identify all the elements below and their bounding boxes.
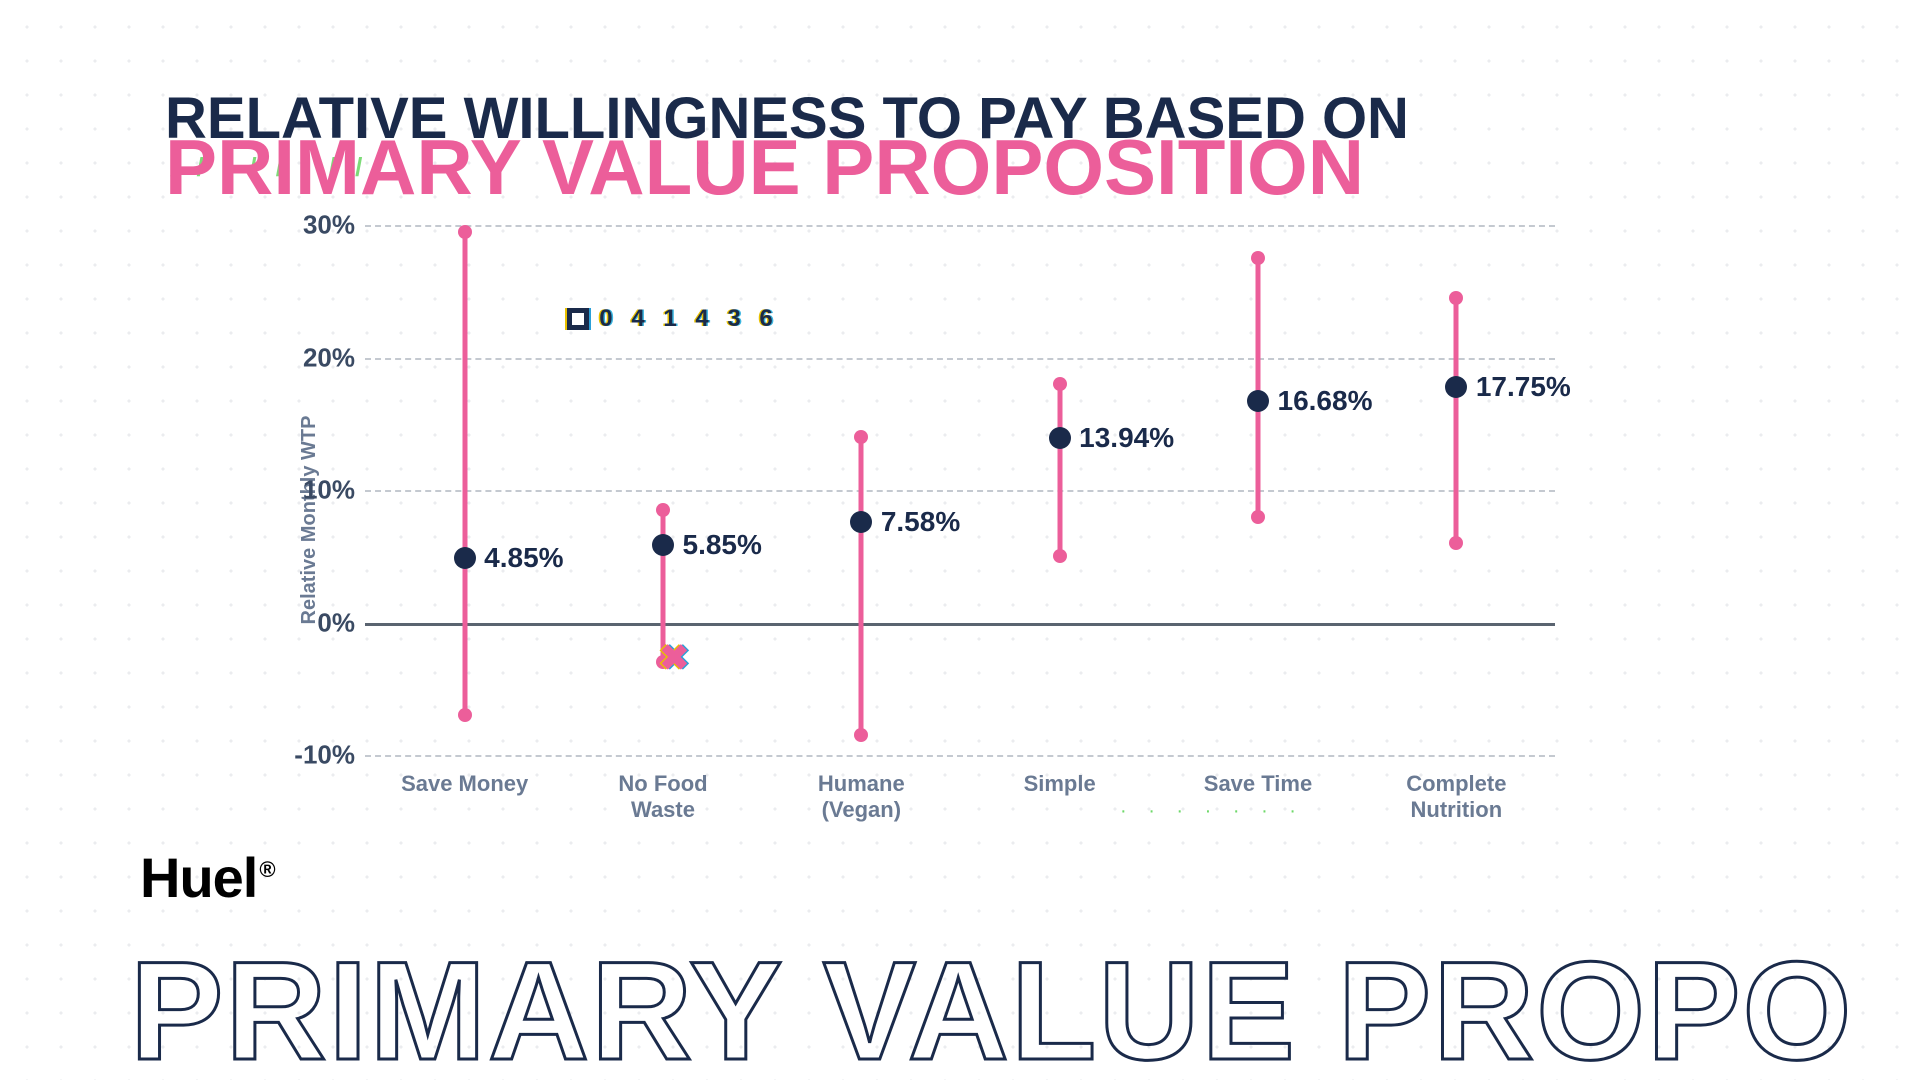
range-line xyxy=(462,232,467,716)
slide-title: RELATIVE WILLINGNESS TO PAY BASED ON PRI… xyxy=(165,90,1409,200)
gridline xyxy=(365,490,1555,492)
legend-square-icon xyxy=(567,308,589,330)
outline-title: PRIMARY VALUE PROPO xyxy=(130,930,1853,1092)
value-label: 16.68% xyxy=(1278,385,1373,417)
y-tick-label: 0% xyxy=(265,607,355,638)
value-label: 5.85% xyxy=(683,529,762,561)
brand-logo: Huel® xyxy=(140,845,275,910)
y-axis-label: Relative Monthly WTP xyxy=(298,416,321,625)
title-line-2: PRIMARY VALUE PROPOSITION xyxy=(165,136,1409,200)
series: 17.75%CompleteNutrition xyxy=(1456,225,1457,755)
range-end-dot xyxy=(1251,510,1265,524)
value-dot xyxy=(454,547,476,569)
value-label: 17.75% xyxy=(1476,371,1571,403)
range-end-dot xyxy=(458,225,472,239)
range-line xyxy=(1057,384,1062,556)
logo-text: Huel xyxy=(140,846,257,909)
value-label: 7.58% xyxy=(881,506,960,538)
series: 16.68%Save Time xyxy=(1258,225,1259,755)
range-end-dot xyxy=(1251,251,1265,265)
x-tick-label: Humane(Vegan) xyxy=(771,771,951,824)
y-tick-label: -10% xyxy=(265,740,355,771)
x-tick-label: Save Money xyxy=(375,771,555,797)
series: 13.94%Simple xyxy=(1059,225,1060,755)
x-tick-label: Simple xyxy=(970,771,1150,797)
x-tick-label: No FoodWaste xyxy=(573,771,753,824)
value-dot xyxy=(850,511,872,533)
logo-registered: ® xyxy=(259,857,274,882)
legend-text: 0 4 1 4 3 6 xyxy=(599,305,778,333)
range-line xyxy=(859,437,864,735)
gridline xyxy=(365,755,1555,757)
value-dot xyxy=(652,534,674,556)
gridline xyxy=(365,225,1555,227)
series: 4.85%Save Money xyxy=(464,225,465,755)
range-end-dot xyxy=(1449,291,1463,305)
value-dot xyxy=(1247,390,1269,412)
cross-icon: ✖ xyxy=(659,637,689,679)
y-tick-label: 30% xyxy=(265,210,355,241)
gridline xyxy=(365,623,1555,626)
value-label: 4.85% xyxy=(484,542,563,574)
wtp-chart: Relative Monthly WTP -10%0%10%20%30%4.85… xyxy=(245,225,1555,815)
range-end-dot xyxy=(656,503,670,517)
legend: 0 4 1 4 3 6 xyxy=(567,305,778,333)
x-tick-label: CompleteNutrition xyxy=(1366,771,1546,824)
series: 7.58%Humane(Vegan) xyxy=(861,225,862,755)
x-tick-label: Save Time xyxy=(1168,771,1348,797)
range-end-dot xyxy=(854,728,868,742)
y-tick-label: 10% xyxy=(265,475,355,506)
range-end-dot xyxy=(1053,377,1067,391)
y-tick-label: 20% xyxy=(265,342,355,373)
range-line xyxy=(1256,258,1261,516)
range-end-dot xyxy=(854,430,868,444)
gridline xyxy=(365,358,1555,360)
plot-area: -10%0%10%20%30%4.85%Save Money5.85%No Fo… xyxy=(365,225,1555,755)
range-end-dot xyxy=(1449,536,1463,550)
value-dot xyxy=(1049,427,1071,449)
range-end-dot xyxy=(1053,549,1067,563)
range-end-dot xyxy=(458,708,472,722)
value-dot xyxy=(1445,376,1467,398)
value-label: 13.94% xyxy=(1079,422,1174,454)
range-line xyxy=(1454,298,1459,543)
